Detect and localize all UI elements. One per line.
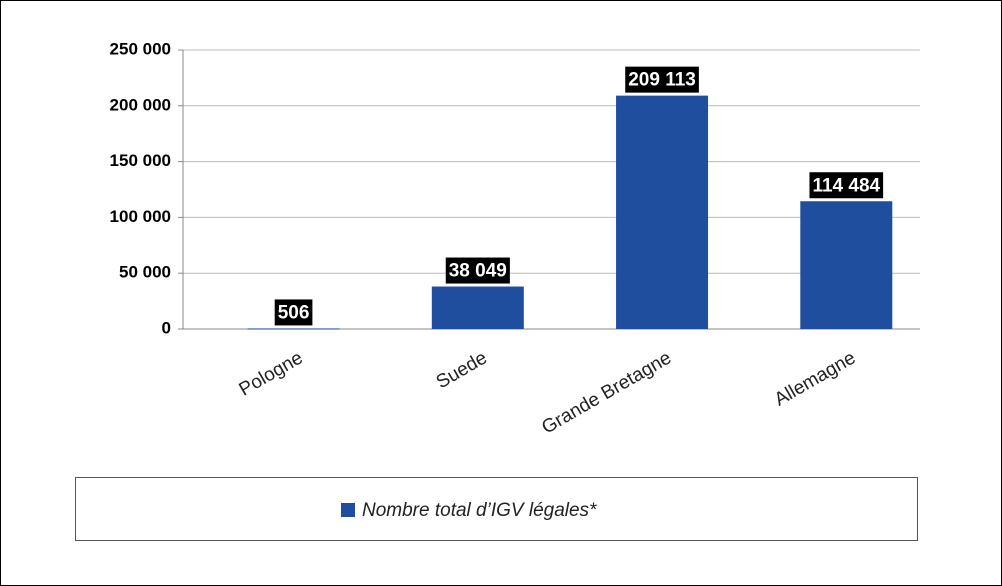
y-tick-label: 50 000 [119,263,171,282]
value-label-bg [445,257,510,284]
bar [800,201,893,329]
legend-swatch [341,503,355,517]
legend-box [75,477,918,541]
y-tick-label: 0 [162,318,171,337]
value-label: 114 484 [812,175,880,196]
value-label-bg [274,299,313,326]
y-tick-label: 250 000 [110,39,171,58]
y-tick-label: 150 000 [110,151,171,170]
y-tick-label: 100 000 [110,207,171,226]
value-label: 209 113 [628,70,696,91]
y-tick-label: 200 000 [110,95,171,114]
legend-label: Nombre total d’IGV légales* [362,500,597,521]
value-label-group: 38 049 [445,257,510,284]
value-label-bg [625,66,699,93]
value-label-group: 209 113 [625,66,699,93]
value-label: 38 049 [449,261,507,282]
value-label-group: 114 484 [809,172,884,199]
bar [247,328,340,330]
value-label-group: 506 [274,299,313,326]
value-label-bg [809,172,884,199]
bar [616,95,709,330]
value-label: 506 [278,302,310,323]
bar [431,286,524,329]
